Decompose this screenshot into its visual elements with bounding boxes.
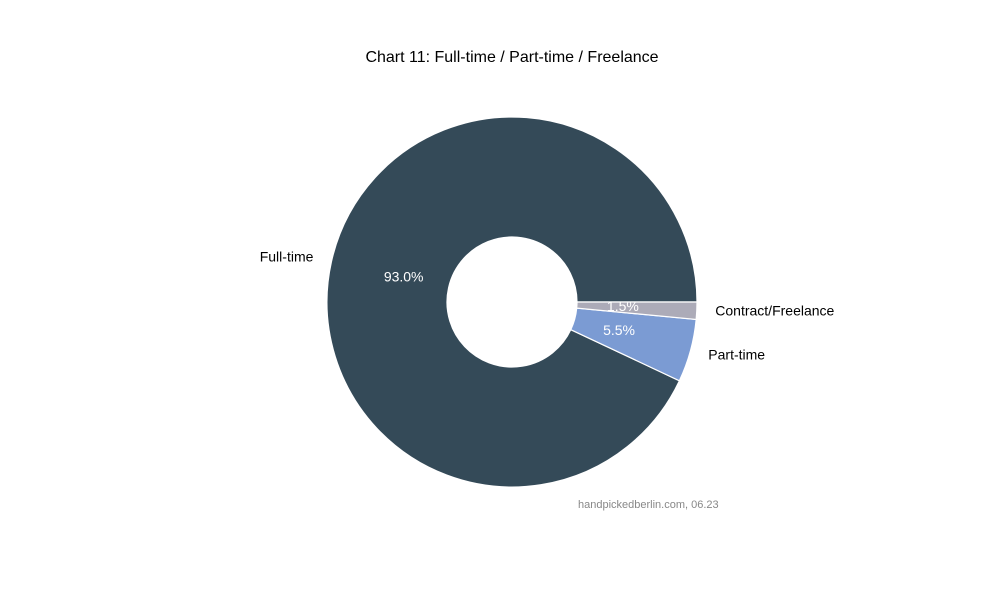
chart-title: Chart 11: Full-time / Part-time / Freela… <box>365 49 658 66</box>
category-label: Part-time <box>708 346 765 362</box>
value-label: 93.0% <box>384 268 424 284</box>
value-label: 1.5% <box>607 298 639 314</box>
category-label: Contract/Freelance <box>715 302 834 318</box>
donut-slice <box>576 301 698 321</box>
value-label: 5.5% <box>603 322 635 338</box>
source-note: handpickedberlin.com, 06.23 <box>578 499 719 511</box>
category-label: Full-time <box>260 248 314 264</box>
donut-slice <box>326 116 698 488</box>
